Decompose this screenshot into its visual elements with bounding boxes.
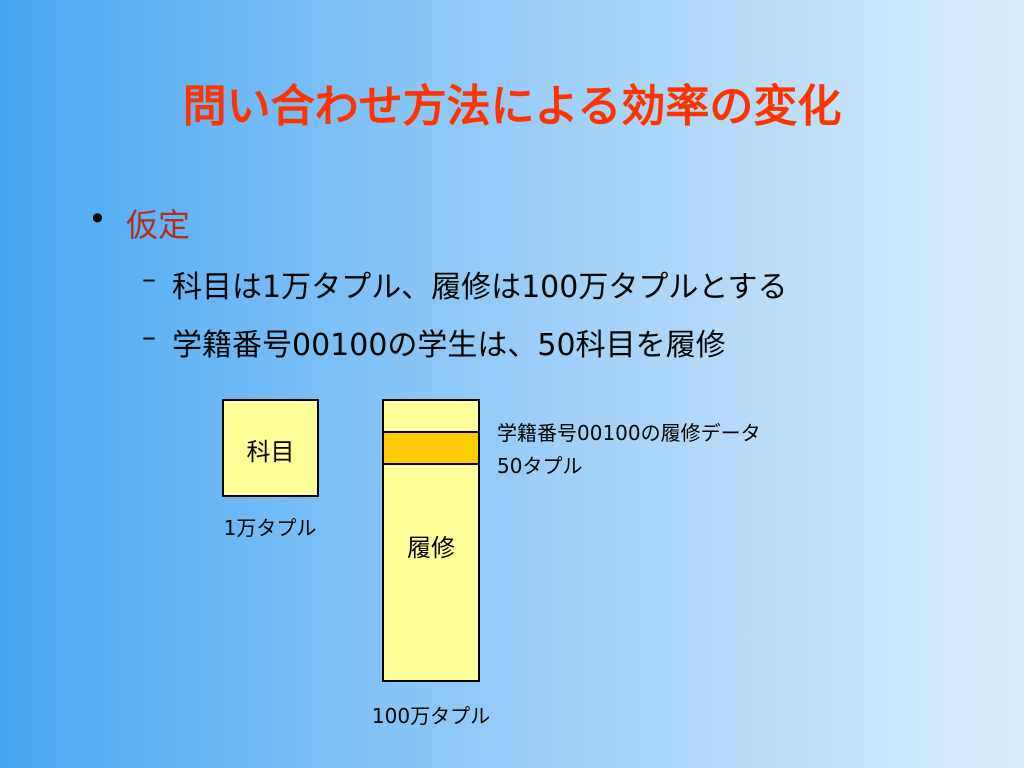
sub-bullet: 学籍番号00100の学生は、50科目を履修 [172, 328, 726, 363]
bullet-marker: • [88, 200, 107, 238]
highlight-band [382, 431, 480, 465]
note: 学籍番号00100の履修データ [497, 421, 761, 445]
dash: – [142, 262, 156, 295]
note: 50タプル [497, 454, 583, 478]
bullet-text: 仮定 [126, 206, 191, 244]
box-caption: 1万タプル [223, 516, 317, 540]
box-label: 履修 [407, 534, 455, 562]
subject-box [222, 399, 319, 497]
sub-bullet: 科目は1万タプル、履修は100万タプルとする [172, 270, 788, 305]
box-label: 科目 [246, 438, 295, 466]
dash: – [142, 320, 156, 353]
box-caption: 100万タプル [371, 704, 491, 728]
title: 問い合わせ方法による効率の変化 [182, 81, 842, 132]
